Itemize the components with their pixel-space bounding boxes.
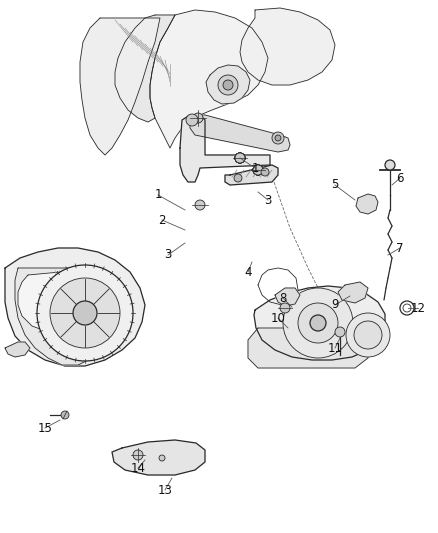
Circle shape (73, 301, 97, 325)
Circle shape (235, 153, 245, 163)
Circle shape (272, 132, 284, 144)
Circle shape (280, 303, 290, 313)
Circle shape (253, 165, 263, 175)
Circle shape (253, 165, 263, 175)
Polygon shape (206, 65, 250, 104)
Polygon shape (150, 10, 268, 148)
Polygon shape (18, 272, 100, 332)
Circle shape (235, 153, 245, 163)
Polygon shape (112, 440, 205, 475)
Circle shape (195, 200, 205, 210)
Polygon shape (254, 286, 385, 360)
Polygon shape (275, 288, 300, 306)
Text: 3: 3 (164, 248, 172, 262)
Text: 1: 1 (154, 189, 162, 201)
Circle shape (335, 327, 345, 337)
Circle shape (186, 114, 198, 126)
Circle shape (310, 315, 326, 331)
Circle shape (283, 288, 353, 358)
Circle shape (235, 153, 245, 163)
Circle shape (253, 165, 263, 175)
Circle shape (253, 165, 263, 175)
Circle shape (235, 153, 245, 163)
Circle shape (346, 313, 390, 357)
Circle shape (354, 321, 382, 349)
Circle shape (159, 455, 165, 461)
Circle shape (253, 165, 263, 175)
Polygon shape (190, 115, 290, 152)
Circle shape (193, 113, 203, 123)
Polygon shape (115, 15, 175, 122)
Circle shape (234, 174, 242, 182)
Circle shape (253, 165, 263, 175)
Circle shape (37, 265, 133, 361)
Circle shape (253, 165, 263, 175)
Text: 5: 5 (331, 179, 339, 191)
Polygon shape (80, 18, 160, 155)
Text: 10: 10 (271, 311, 286, 325)
Text: 4: 4 (244, 265, 252, 279)
Circle shape (218, 75, 238, 95)
Circle shape (133, 450, 143, 460)
Text: 8: 8 (279, 292, 287, 304)
Polygon shape (5, 248, 145, 366)
Polygon shape (180, 115, 270, 182)
Circle shape (235, 153, 245, 163)
Polygon shape (240, 8, 335, 85)
Text: 13: 13 (158, 483, 173, 497)
Polygon shape (225, 165, 278, 185)
Circle shape (385, 160, 395, 170)
Circle shape (261, 168, 269, 176)
Text: 3: 3 (264, 193, 272, 206)
Polygon shape (15, 268, 100, 365)
Circle shape (275, 135, 281, 141)
Text: 14: 14 (131, 462, 145, 474)
Circle shape (235, 153, 245, 163)
Circle shape (50, 278, 120, 348)
Circle shape (61, 411, 69, 419)
Circle shape (223, 80, 233, 90)
Circle shape (298, 303, 338, 343)
Polygon shape (5, 342, 30, 357)
Text: 15: 15 (38, 422, 53, 434)
Text: 6: 6 (396, 172, 404, 184)
Circle shape (235, 153, 245, 163)
Polygon shape (356, 194, 378, 214)
Text: 12: 12 (410, 302, 425, 314)
Text: 1: 1 (251, 161, 259, 174)
Polygon shape (248, 328, 368, 368)
Text: 9: 9 (331, 298, 339, 311)
Text: 11: 11 (328, 342, 343, 354)
Text: 7: 7 (396, 241, 404, 254)
Polygon shape (338, 282, 368, 303)
Text: 2: 2 (158, 214, 166, 227)
